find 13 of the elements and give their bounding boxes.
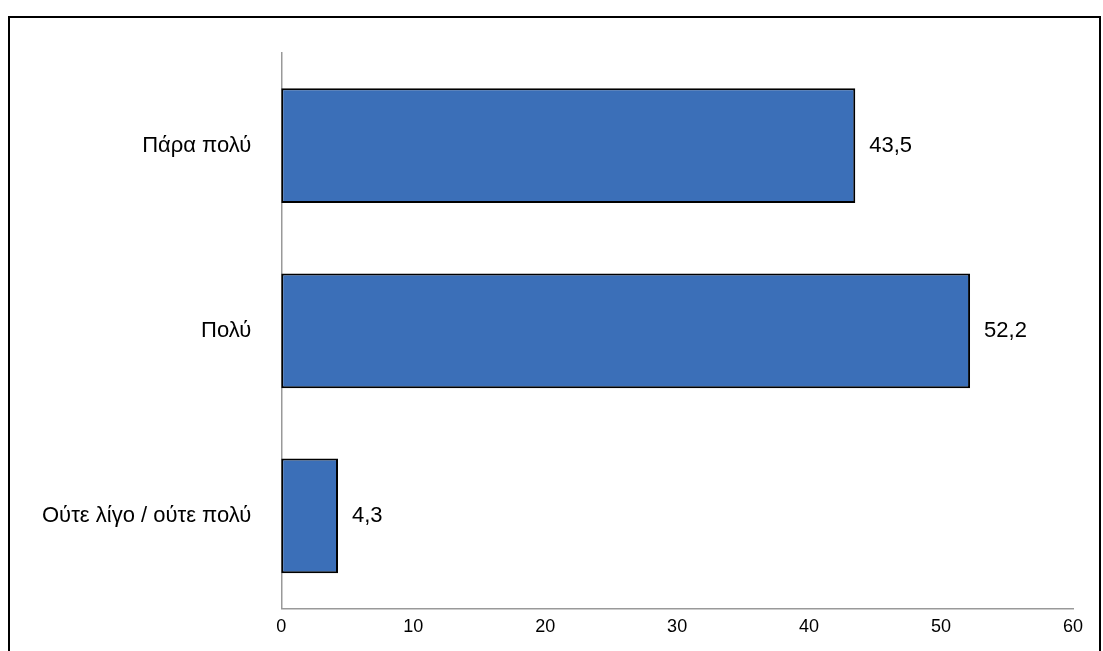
y-tick-label: Πολύ	[201, 316, 252, 342]
y-tick-label: Πάρα πολύ	[142, 131, 252, 157]
x-tick-label: 20	[535, 616, 556, 637]
data-label: 43,5	[869, 131, 913, 157]
x-tick-label: 40	[799, 616, 820, 637]
data-label: 52,2	[984, 316, 1027, 342]
x-tick-label: 10	[403, 616, 424, 637]
x-tick-label: 60	[1062, 616, 1084, 637]
x-tick-label: 30	[667, 616, 688, 637]
y-tick-label: Ούτε λίγο / ούτε πολύ	[42, 501, 252, 527]
data-label: 4,3	[352, 501, 383, 527]
x-tick-label: 50	[931, 616, 952, 637]
x-tick-label: 0	[276, 616, 287, 637]
